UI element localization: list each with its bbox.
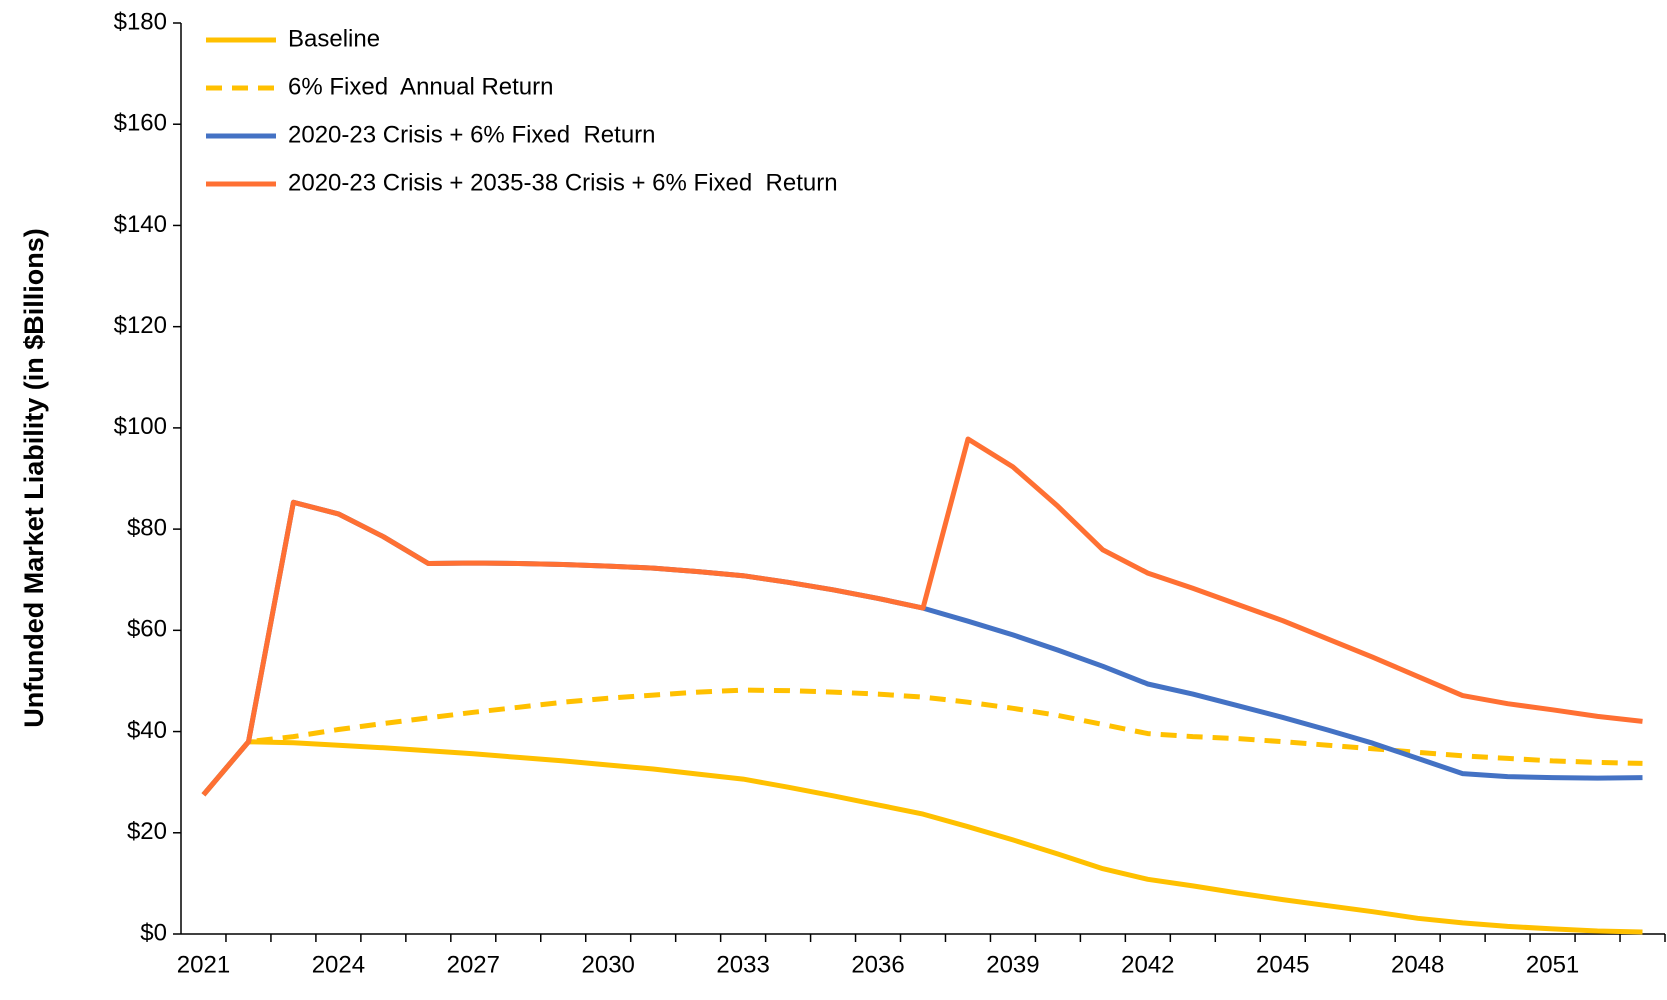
- legend-label: Baseline: [288, 25, 380, 52]
- x-tick-label: 2027: [447, 951, 500, 978]
- y-axis-label: Unfunded Market Liability (in $Billions): [19, 228, 49, 728]
- x-tick-label: 2036: [851, 951, 904, 978]
- y-tick-label: $160: [114, 110, 167, 137]
- series-line: [201, 739, 1643, 935]
- x-tick-label: 2021: [177, 951, 230, 978]
- x-tick-label: 2033: [716, 951, 769, 978]
- series-line: [201, 436, 1643, 797]
- x-tick-label: 2030: [582, 951, 635, 978]
- x-tick-label: 2045: [1256, 951, 1309, 978]
- x-tick-label: 2048: [1391, 951, 1444, 978]
- y-tick-label: $100: [114, 413, 167, 440]
- y-tick-label: $60: [127, 616, 167, 643]
- y-tick-label: $120: [114, 312, 167, 339]
- y-tick-label: $140: [114, 211, 167, 238]
- x-tick-label: 2051: [1526, 951, 1579, 978]
- x-tick-label: 2039: [986, 951, 1039, 978]
- y-tick-label: $40: [127, 717, 167, 744]
- x-tick-label: 2042: [1121, 951, 1174, 978]
- legend-label: 2020-23 Crisis + 6% Fixed Return: [288, 121, 656, 148]
- x-tick-label: 2024: [312, 951, 365, 978]
- legend-label: 6% Fixed Annual Return: [288, 73, 554, 100]
- y-tick-label: $80: [127, 514, 167, 541]
- legend-label: 2020-23 Crisis + 2035-38 Crisis + 6% Fix…: [288, 169, 838, 196]
- y-tick-label: $0: [140, 919, 167, 946]
- y-tick-label: $180: [114, 8, 167, 35]
- series-line: [201, 687, 1643, 797]
- y-tick-label: $20: [127, 818, 167, 845]
